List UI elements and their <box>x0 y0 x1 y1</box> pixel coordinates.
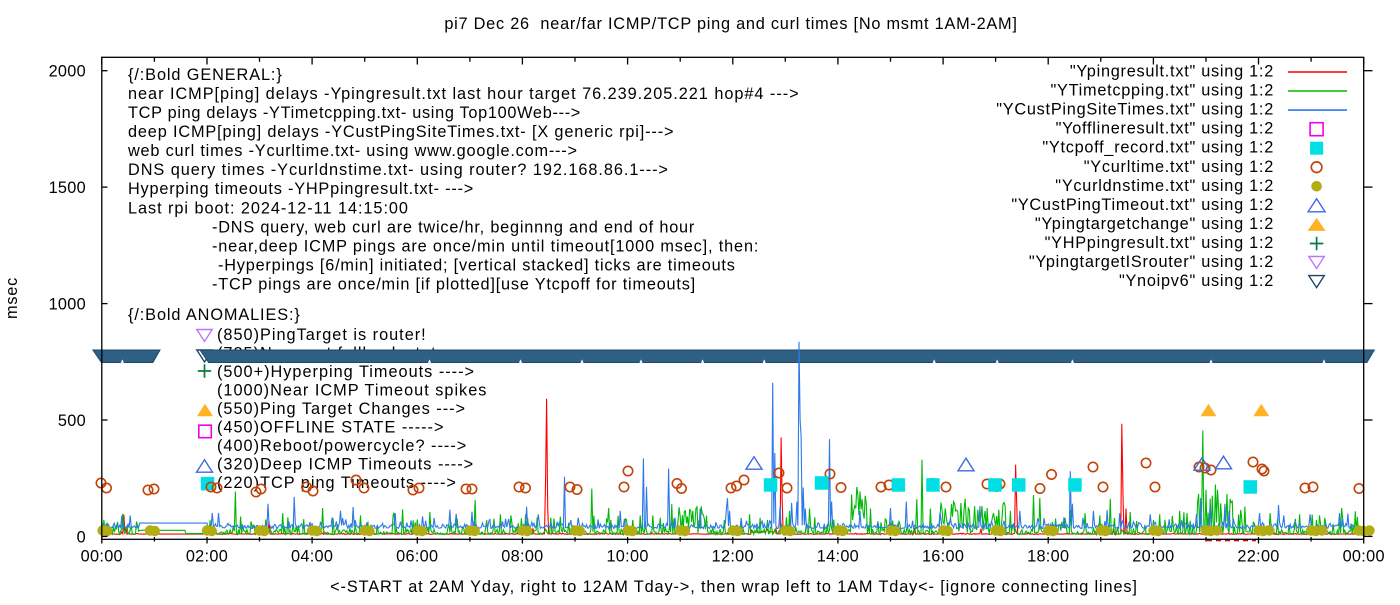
svg-text:08:00: 08:00 <box>501 548 543 566</box>
svg-text:web curl times -Ycurltime.txt-: web curl times -Ycurltime.txt- using www… <box>127 142 578 160</box>
svg-text:02:00: 02:00 <box>186 548 228 566</box>
svg-text:msec: msec <box>3 277 21 319</box>
svg-text:"YHPpingresult.txt" using 1:2: "YHPpingresult.txt" using 1:2 <box>1045 234 1274 252</box>
svg-text:<-START at 2AM Yday, right to: <-START at 2AM Yday, right to 12AM Tday-… <box>330 578 1138 596</box>
svg-text:-DNS query, web curl are twice: -DNS query, web curl are twice/hr, begin… <box>212 218 695 236</box>
svg-text:(850)PingTarget is router!: (850)PingTarget is router! <box>217 326 427 344</box>
svg-text:(450)OFFLINE STATE ----->: (450)OFFLINE STATE -----> <box>217 419 444 437</box>
svg-text:(500+)Hyperping Timeouts ---->: (500+)Hyperping Timeouts ----> <box>217 363 475 381</box>
svg-text:500: 500 <box>58 412 86 430</box>
svg-text:00:00: 00:00 <box>81 548 123 566</box>
svg-text:-Hyperpings [6/min] initiated;: -Hyperpings [6/min] initiated; [vertical… <box>218 257 736 275</box>
svg-text:"YpingtargetISrouter" using 1:: "YpingtargetISrouter" using 1:2 <box>1029 253 1274 271</box>
svg-text:(400)Reboot/powercycle? ---->: (400)Reboot/powercycle? ----> <box>217 437 467 455</box>
svg-text:12:00: 12:00 <box>712 548 754 566</box>
svg-text:04:00: 04:00 <box>291 548 333 566</box>
svg-text:20:00: 20:00 <box>1132 548 1174 566</box>
svg-text:"Ycurltime.txt" using 1:2: "Ycurltime.txt" using 1:2 <box>1084 158 1274 176</box>
svg-text:"Ycurldnstime.txt" using 1:2: "Ycurldnstime.txt" using 1:2 <box>1055 177 1274 195</box>
svg-text:"Ypingresult.txt" using 1:2: "Ypingresult.txt" using 1:2 <box>1070 63 1274 81</box>
svg-text:deep ICMP[ping] delays -YCustP: deep ICMP[ping] delays -YCustPingSiteTim… <box>128 123 674 141</box>
svg-text:-TCP pings are once/min [if pl: -TCP pings are once/min [if plotted][use… <box>212 276 696 294</box>
svg-text:"Ypingtargetchange" using 1:2: "Ypingtargetchange" using 1:2 <box>1035 215 1274 233</box>
svg-text:18:00: 18:00 <box>1027 548 1069 566</box>
svg-text:16:00: 16:00 <box>922 548 964 566</box>
svg-text:14:00: 14:00 <box>817 548 859 566</box>
svg-text:"Ynoipv6" using 1:2: "Ynoipv6" using 1:2 <box>1119 272 1274 290</box>
svg-text:pi7 Dec 26 near/far ICMP/TCP: pi7 Dec 26 near/far ICMP/TCP ping and cu… <box>444 15 1017 33</box>
svg-text:"Ytcpoff_record.txt" using 1:2: "Ytcpoff_record.txt" using 1:2 <box>1042 139 1274 157</box>
svg-text:10:00: 10:00 <box>606 548 648 566</box>
svg-text:2000: 2000 <box>49 63 86 81</box>
svg-text:-near,deep ICMP pings are once: -near,deep ICMP pings are once/min until… <box>212 237 759 255</box>
svg-text:06:00: 06:00 <box>396 548 438 566</box>
svg-text:(220)TCP ping Timeouts ---->: (220)TCP ping Timeouts ----> <box>217 474 457 492</box>
svg-text:"YCustPingTimeout.txt" using 1: "YCustPingTimeout.txt" using 1:2 <box>1011 196 1274 214</box>
svg-text:DNS query times -Ycurldnstime.: DNS query times -Ycurldnstime.txt- using… <box>128 161 669 179</box>
svg-text:Hyperping timeouts -YHPpingres: Hyperping timeouts -YHPpingresult.txt- -… <box>128 180 474 198</box>
svg-text:(1000)Near ICMP Timeout spikes: (1000)Near ICMP Timeout spikes <box>217 382 487 400</box>
svg-text:1000: 1000 <box>49 296 86 314</box>
svg-text:1500: 1500 <box>49 179 86 197</box>
svg-text:{/:Bold ANOMALIES:}: {/:Bold ANOMALIES:} <box>128 306 301 324</box>
svg-text:(320)Deep ICMP Timeouts ---->: (320)Deep ICMP Timeouts ----> <box>217 456 474 474</box>
svg-text:TCP ping delays -YTimetcpping.: TCP ping delays -YTimetcpping.txt- using… <box>128 104 581 122</box>
svg-text:(550)Ping Target Changes --->: (550)Ping Target Changes ---> <box>217 400 466 418</box>
svg-text:00:00: 00:00 <box>1343 548 1385 566</box>
svg-text:near ICMP[ping] delays -Ypingr: near ICMP[ping] delays -Ypingresult.txt … <box>128 85 800 103</box>
svg-text:22:00: 22:00 <box>1237 548 1279 566</box>
svg-text:0: 0 <box>77 528 86 546</box>
svg-text:"Yofflineresult.txt" using 1:2: "Yofflineresult.txt" using 1:2 <box>1056 120 1274 138</box>
svg-text:"YCustPingSiteTimes.txt" using: "YCustPingSiteTimes.txt" using 1:2 <box>996 101 1274 119</box>
svg-text:{/:Bold GENERAL:}: {/:Bold GENERAL:} <box>128 66 283 84</box>
svg-text:"YTimetcpping.txt" using 1:2: "YTimetcpping.txt" using 1:2 <box>1050 82 1274 100</box>
svg-text:Last rpi boot: 2024-12-11 14:1: Last rpi boot: 2024-12-11 14:15:00 <box>128 199 409 217</box>
